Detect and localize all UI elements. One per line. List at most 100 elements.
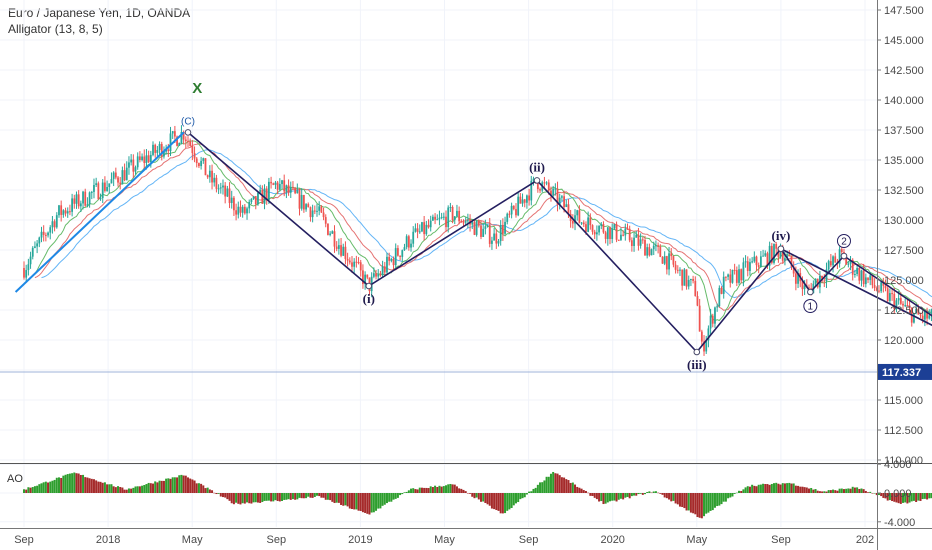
ao-bar: [270, 493, 273, 502]
candle-body: [556, 188, 559, 205]
candle-body: [515, 209, 517, 216]
ao-bar: [226, 493, 229, 500]
candle-body: [755, 256, 758, 266]
candle-body: [580, 222, 583, 224]
candle-body: [875, 287, 878, 291]
candle-body: [95, 183, 98, 186]
ao-bar: [232, 493, 235, 505]
ao-bar: [252, 493, 255, 503]
ao-bar: [152, 483, 155, 493]
ao-bar: [90, 478, 93, 493]
ao-bar: [453, 484, 456, 493]
candle-body: [372, 273, 375, 277]
ao-bar: [88, 478, 91, 493]
ao-bar: [394, 493, 397, 499]
ao-bar: [311, 493, 314, 498]
ao-bar: [504, 493, 507, 514]
candle-body: [464, 221, 467, 223]
ao-bar: [598, 493, 601, 502]
ao-bar: [654, 491, 657, 493]
candle-body: [637, 234, 640, 246]
ao-bar: [427, 488, 430, 493]
ao-bar: [864, 490, 867, 493]
candle-body: [681, 269, 684, 286]
ao-bar: [838, 488, 841, 493]
ao-bar: [250, 493, 253, 504]
candle-body: [128, 162, 130, 168]
candle-body: [191, 145, 194, 154]
candle-body: [604, 232, 607, 239]
ao-bar: [801, 486, 804, 493]
candle-body: [117, 177, 119, 183]
candle-body: [405, 236, 408, 248]
candle-body: [773, 243, 775, 263]
wave-node: [777, 245, 785, 253]
candle-body: [388, 256, 391, 261]
ao-bar: [834, 490, 837, 493]
time-tick-label: 2019: [348, 534, 372, 546]
ao-bar: [77, 473, 80, 493]
candle-body: [278, 184, 281, 190]
candle-body: [716, 306, 719, 308]
candle-body: [871, 275, 874, 286]
ao-bar: [919, 493, 922, 501]
ao-bar: [141, 485, 144, 493]
ao-bar: [346, 493, 349, 507]
wave-impulse-line: [780, 248, 932, 317]
candle-body: [687, 280, 690, 287]
candle-body: [624, 228, 627, 236]
candle-body: [628, 228, 631, 241]
candle-body: [650, 249, 653, 256]
ao-bar: [619, 493, 622, 499]
candle-body: [187, 140, 189, 142]
ao-bar: [821, 491, 824, 493]
ao-bar: [530, 491, 533, 493]
candle-body: [600, 224, 603, 227]
ao-bar: [412, 488, 415, 493]
ao-bar: [106, 484, 109, 493]
candle-body: [289, 187, 292, 193]
ao-bar: [543, 480, 546, 493]
ao-bar: [27, 487, 30, 493]
candle-body: [123, 170, 126, 181]
candle-body: [141, 156, 143, 160]
ao-bar: [788, 482, 791, 493]
ao-bar: [519, 493, 522, 500]
candle-body: [318, 206, 321, 211]
ao-bar: [554, 473, 557, 493]
ao-bar: [825, 491, 828, 493]
ao-bar: [381, 493, 384, 506]
ao-bar: [600, 493, 603, 502]
ao-bar: [162, 480, 165, 493]
ao-bar: [64, 474, 67, 493]
ao-bar: [350, 493, 353, 509]
candle-body: [714, 307, 716, 324]
ao-bar: [514, 493, 517, 504]
ao-bar: [482, 493, 485, 502]
candle-body: [82, 191, 84, 204]
candle-body: [246, 208, 248, 214]
candle-body: [138, 156, 141, 160]
candle-body: [316, 210, 318, 212]
candle-body: [362, 270, 364, 285]
ao-bar: [797, 485, 800, 493]
candle-body: [173, 131, 176, 137]
ao-bar: [294, 493, 297, 500]
ao-bar: [256, 493, 259, 503]
candle-body: [51, 221, 54, 228]
candle-body: [198, 163, 200, 167]
candle-body: [55, 215, 58, 228]
ao-bar: [276, 493, 279, 502]
candle-body: [217, 188, 220, 190]
ao-bar: [440, 486, 443, 493]
candle-body: [849, 259, 852, 264]
ao-bar: [29, 487, 32, 493]
ao-bar: [84, 477, 87, 493]
candle-body: [324, 217, 327, 224]
ao-bar: [186, 477, 189, 493]
candle-body: [860, 270, 863, 281]
candle-body: [576, 210, 579, 216]
ao-bar: [134, 486, 137, 493]
ao-bar: [484, 493, 487, 503]
